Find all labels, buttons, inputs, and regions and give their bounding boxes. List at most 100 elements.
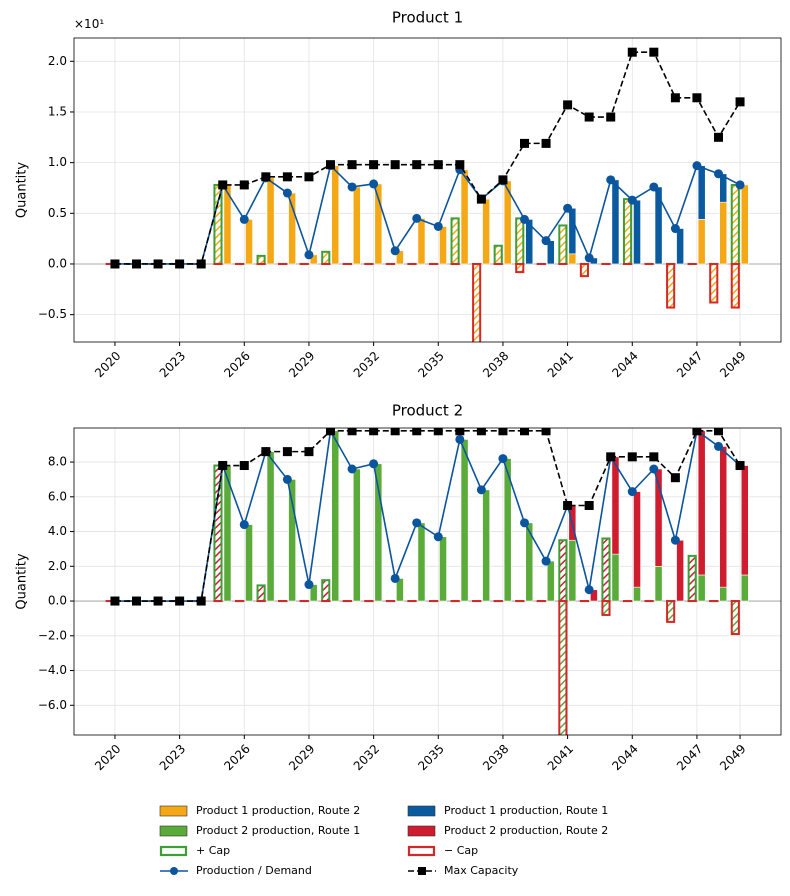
production-bar bbox=[569, 254, 576, 264]
marker bbox=[304, 172, 313, 181]
marker bbox=[110, 597, 119, 606]
cap-bar bbox=[258, 585, 265, 601]
production-bar bbox=[332, 166, 339, 264]
marker bbox=[110, 259, 119, 268]
production-bar bbox=[720, 446, 727, 587]
marker bbox=[412, 518, 421, 527]
x-tick-label: 2023 bbox=[157, 742, 188, 773]
x-tick-label: 2038 bbox=[480, 742, 511, 773]
production-bar bbox=[633, 587, 640, 601]
y-tick-label: 6.0 bbox=[48, 489, 67, 503]
y-tick-label: 1.5 bbox=[48, 104, 67, 118]
production-bar bbox=[655, 187, 662, 264]
marker bbox=[283, 172, 292, 181]
y-tick-label: 2.0 bbox=[48, 559, 67, 573]
marker bbox=[369, 179, 378, 188]
legend-label: Max Capacity bbox=[444, 864, 519, 877]
x-tick-label: 2035 bbox=[415, 742, 446, 773]
marker bbox=[154, 259, 163, 268]
production-bar bbox=[633, 492, 640, 588]
production-bar bbox=[569, 540, 576, 601]
legend-label: + Cap bbox=[196, 844, 230, 857]
y-tick-label: −0.5 bbox=[38, 307, 67, 321]
x-tick-label: 2044 bbox=[609, 349, 640, 380]
marker bbox=[692, 161, 701, 170]
cap-bar bbox=[624, 199, 631, 264]
marker bbox=[714, 442, 723, 451]
marker bbox=[563, 501, 572, 510]
marker bbox=[542, 139, 551, 148]
production-bar bbox=[698, 166, 705, 220]
cap-bar bbox=[732, 264, 739, 308]
marker bbox=[175, 259, 184, 268]
marker bbox=[369, 459, 378, 468]
marker bbox=[240, 520, 249, 529]
cap-bar bbox=[732, 601, 739, 634]
marker bbox=[326, 160, 335, 169]
cap-bar bbox=[214, 466, 221, 602]
production-bar bbox=[418, 523, 425, 601]
series-line bbox=[115, 431, 740, 601]
cap-bar bbox=[732, 185, 739, 264]
x-tick-label: 2032 bbox=[351, 742, 382, 773]
production-bar bbox=[612, 457, 619, 554]
production-bar bbox=[245, 219, 252, 264]
x-tick-label: 2026 bbox=[221, 349, 252, 380]
cap-bar bbox=[473, 264, 480, 350]
y-offset-label: ×10¹ bbox=[74, 17, 104, 31]
x-tick-label: 2044 bbox=[609, 742, 640, 773]
x-tick-label: 2047 bbox=[674, 349, 705, 380]
production-bar bbox=[612, 554, 619, 601]
marker bbox=[671, 224, 680, 233]
marker bbox=[498, 454, 507, 463]
y-axis-label: Quantity bbox=[15, 162, 30, 218]
marker bbox=[197, 259, 206, 268]
production-bar bbox=[353, 469, 360, 601]
marker bbox=[585, 113, 594, 122]
production-bar bbox=[245, 525, 252, 601]
y-tick-label: 0.5 bbox=[48, 206, 67, 220]
x-tick-label: 2038 bbox=[480, 349, 511, 380]
production-bar bbox=[698, 219, 705, 264]
cap-bar bbox=[710, 264, 717, 303]
y-tick-label: −2.0 bbox=[38, 628, 67, 642]
marker bbox=[434, 160, 443, 169]
y-tick-label: 4.0 bbox=[48, 524, 67, 538]
subplot: Product 1Quantity×10¹−0.50.00.51.01.52.0… bbox=[15, 9, 782, 381]
y-axis-label: Quantity bbox=[15, 553, 30, 609]
marker bbox=[628, 48, 637, 57]
marker bbox=[348, 160, 357, 169]
production-bar bbox=[332, 431, 339, 601]
x-tick-label: 2049 bbox=[717, 742, 748, 773]
marker bbox=[261, 172, 270, 181]
marker bbox=[477, 195, 486, 204]
marker bbox=[606, 113, 615, 122]
marker bbox=[498, 175, 507, 184]
marker bbox=[434, 222, 443, 231]
marker bbox=[542, 557, 551, 566]
marker bbox=[628, 196, 637, 205]
production-bar bbox=[267, 178, 274, 264]
legend-marker bbox=[418, 867, 426, 875]
marker bbox=[585, 501, 594, 510]
x-tick-label: 2049 bbox=[717, 349, 748, 380]
marker bbox=[304, 250, 313, 259]
production-bar bbox=[741, 575, 748, 601]
production-bar bbox=[547, 561, 554, 601]
x-tick-label: 2035 bbox=[415, 349, 446, 380]
marker bbox=[132, 597, 141, 606]
marker bbox=[218, 180, 227, 189]
marker bbox=[412, 214, 421, 223]
marker bbox=[132, 259, 141, 268]
production-bar bbox=[612, 180, 619, 264]
legend-swatch bbox=[408, 826, 435, 836]
marker bbox=[649, 48, 658, 57]
x-tick-label: 2047 bbox=[674, 742, 705, 773]
x-tick-label: 2023 bbox=[157, 349, 188, 380]
marker bbox=[714, 169, 723, 178]
legend-swatch bbox=[409, 847, 434, 855]
production-bar bbox=[418, 218, 425, 264]
marker bbox=[348, 182, 357, 191]
cap-bar bbox=[214, 185, 221, 264]
cap-bar bbox=[602, 601, 609, 615]
